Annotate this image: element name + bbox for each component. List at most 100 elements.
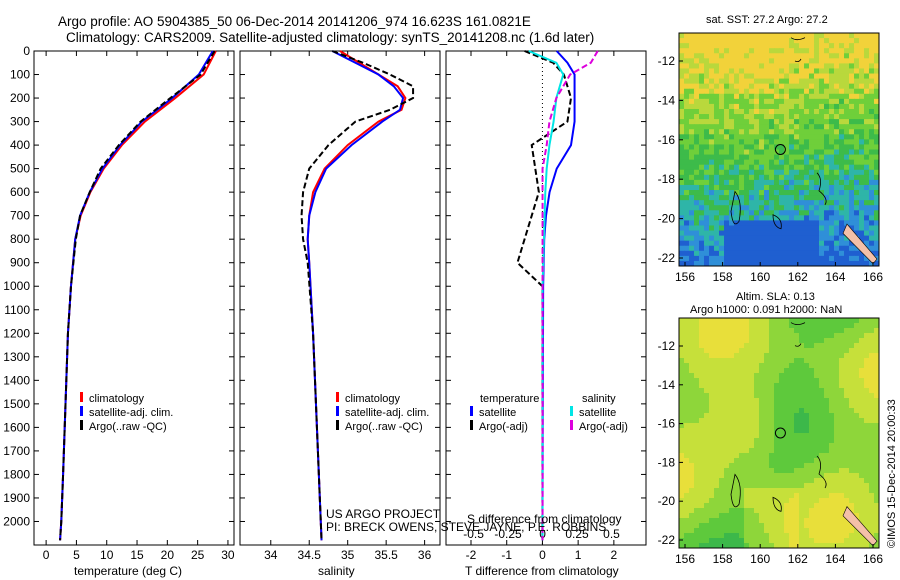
map-cell	[759, 318, 765, 324]
map-cell	[854, 378, 860, 384]
map-cell	[679, 443, 685, 449]
map-cell	[714, 184, 720, 191]
map-cell	[729, 473, 735, 479]
map-cell	[859, 73, 865, 80]
map-cell	[794, 169, 800, 176]
map-cell	[829, 149, 835, 156]
map-cell	[724, 443, 730, 449]
map-cell	[754, 513, 760, 519]
map-cell	[694, 129, 700, 135]
map-cell	[769, 473, 775, 479]
map-cell	[874, 119, 880, 125]
map-cell	[744, 108, 750, 115]
map-cell	[739, 318, 745, 324]
map-cell	[714, 528, 720, 534]
map-cell	[864, 98, 870, 105]
map-cell	[819, 255, 825, 262]
map-cell	[844, 468, 850, 474]
map-frame	[678, 32, 880, 267]
map-cell	[794, 498, 800, 504]
map-cell	[869, 144, 875, 150]
map-cell	[789, 235, 795, 242]
map-cell	[874, 528, 880, 534]
map-cell	[869, 88, 875, 95]
map-cell	[774, 538, 780, 544]
map-cell	[694, 498, 700, 504]
map-cell	[789, 398, 795, 404]
map-cell	[869, 43, 875, 49]
map-cell	[824, 240, 830, 247]
map-cell	[829, 348, 835, 354]
map-cell	[844, 378, 850, 384]
map-cell	[809, 68, 815, 75]
map-cell	[849, 338, 855, 344]
legend-swatch	[470, 420, 473, 430]
map-cell	[844, 114, 850, 120]
map-cell	[804, 88, 810, 95]
map-cell	[744, 403, 750, 409]
map-cell	[844, 338, 850, 344]
map-cell	[809, 528, 815, 534]
map-cell	[689, 458, 695, 464]
map-cell	[694, 388, 700, 394]
map-cell	[859, 174, 865, 181]
map-cell	[684, 245, 690, 252]
map-cell	[739, 358, 745, 364]
map-cell	[774, 184, 780, 191]
map-cell	[729, 478, 735, 484]
map-cell	[859, 83, 865, 90]
map-cell	[839, 98, 845, 105]
map-cell	[804, 83, 810, 90]
map-cell	[784, 250, 790, 257]
map-cell	[764, 78, 770, 85]
map-cell	[789, 513, 795, 519]
map-cell	[789, 169, 795, 176]
map-cell	[754, 458, 760, 464]
map-cell	[824, 358, 830, 364]
map-cell	[749, 154, 755, 161]
map-cell	[784, 433, 790, 439]
map-cell	[684, 363, 690, 369]
map-cell	[739, 250, 745, 257]
map-cell	[704, 468, 710, 474]
map-cell	[829, 144, 835, 150]
map-cell	[809, 348, 815, 354]
map-cell	[739, 215, 745, 221]
map-cell	[759, 58, 765, 64]
map-cell	[819, 159, 825, 166]
map-cell	[789, 255, 795, 262]
map-cell	[744, 528, 750, 534]
map-cell	[874, 453, 880, 459]
map-cell	[869, 348, 875, 354]
map-cell	[874, 363, 880, 369]
map-cell	[754, 528, 760, 534]
map-cell	[734, 538, 740, 544]
map-cell	[799, 328, 805, 334]
map-cell	[834, 403, 840, 409]
map-cell	[694, 149, 700, 156]
map-cell	[859, 503, 865, 509]
map-cell	[869, 358, 875, 364]
map-cell	[759, 83, 765, 90]
map-cell	[739, 119, 745, 125]
map-cell	[774, 43, 780, 49]
map-cell	[684, 473, 690, 479]
map-cell	[839, 215, 845, 221]
map-cell	[794, 83, 800, 90]
map-cell	[784, 205, 790, 211]
map-cell	[849, 240, 855, 247]
map-cell	[819, 528, 825, 534]
map-cell	[754, 255, 760, 262]
map-cell	[729, 528, 735, 534]
map-cell	[844, 478, 850, 484]
map-cell	[719, 215, 725, 221]
map-cell	[794, 483, 800, 489]
map-cell	[739, 88, 745, 95]
map-cell	[839, 503, 845, 509]
map-cell	[834, 503, 840, 509]
map-cell	[709, 483, 715, 489]
map-cell	[859, 433, 865, 439]
map-cell	[679, 378, 685, 384]
map-cell	[864, 225, 870, 232]
map-cell	[774, 353, 780, 359]
